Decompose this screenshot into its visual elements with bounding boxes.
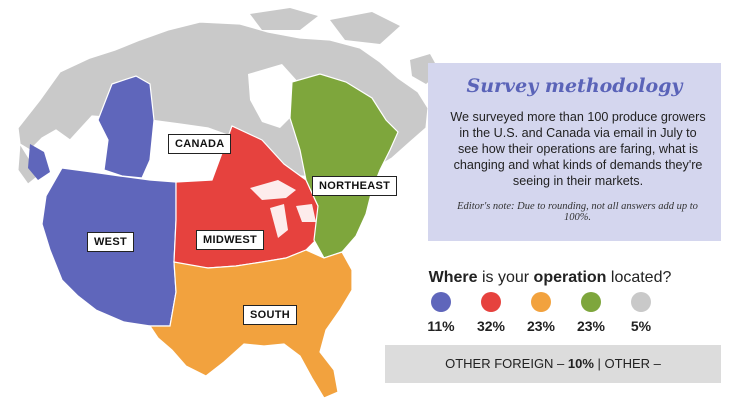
legend-value-northeast: 23% xyxy=(576,318,606,334)
survey-methodology-card: Survey methodology We surveyed more than… xyxy=(428,63,721,241)
legend-title-mid: is your xyxy=(477,269,534,286)
legend-value-west: 11% xyxy=(427,318,455,334)
legend-swatch-south xyxy=(531,292,551,312)
legend-value-midwest: 32% xyxy=(476,318,506,334)
west-canada-region xyxy=(97,75,155,179)
legend-title-post: located? xyxy=(606,269,672,286)
great-lakes xyxy=(250,180,296,200)
region-label-canada: CANADA xyxy=(168,134,232,154)
arctic-island xyxy=(250,8,318,30)
legend-swatch-canada xyxy=(631,292,651,312)
methodology-body: We surveyed more than 100 produce grower… xyxy=(450,110,706,188)
alaska-blue-island xyxy=(28,144,50,180)
other-label: | OTHER – xyxy=(593,356,661,371)
great-lakes xyxy=(270,204,288,238)
legend-swatch-northeast xyxy=(581,292,601,312)
legend-title-where: Where xyxy=(428,269,478,286)
other-foreign-bar: OTHER FOREIGN – 10% | OTHER – xyxy=(385,345,721,383)
legend-value-canada: 5% xyxy=(630,318,652,334)
northeast-region xyxy=(289,73,399,259)
other-foreign-label: OTHER FOREIGN – xyxy=(445,356,568,371)
other-foreign-text: OTHER FOREIGN – 10% | OTHER – xyxy=(385,356,721,371)
region-label-northeast: NORTHEAST xyxy=(312,176,398,196)
legend-swatch-west xyxy=(431,292,451,312)
editors-note: Editor's note: Due to rounding, not all … xyxy=(457,201,698,223)
methodology-title: Survey methodology xyxy=(466,75,683,97)
region-label-west: WEST xyxy=(87,232,134,252)
other-foreign-value: 10% xyxy=(567,356,594,371)
legend-swatch-midwest xyxy=(481,292,501,312)
great-lakes xyxy=(296,204,316,222)
region-label-midwest: MIDWEST xyxy=(196,230,265,250)
arctic-island xyxy=(330,12,400,44)
legend-value-south: 23% xyxy=(526,318,556,334)
legend-title: Where is your operation located? xyxy=(400,269,700,287)
hudson-bay xyxy=(248,64,300,128)
legend-title-operation: operation xyxy=(533,269,607,286)
region-label-south: SOUTH xyxy=(243,305,297,325)
